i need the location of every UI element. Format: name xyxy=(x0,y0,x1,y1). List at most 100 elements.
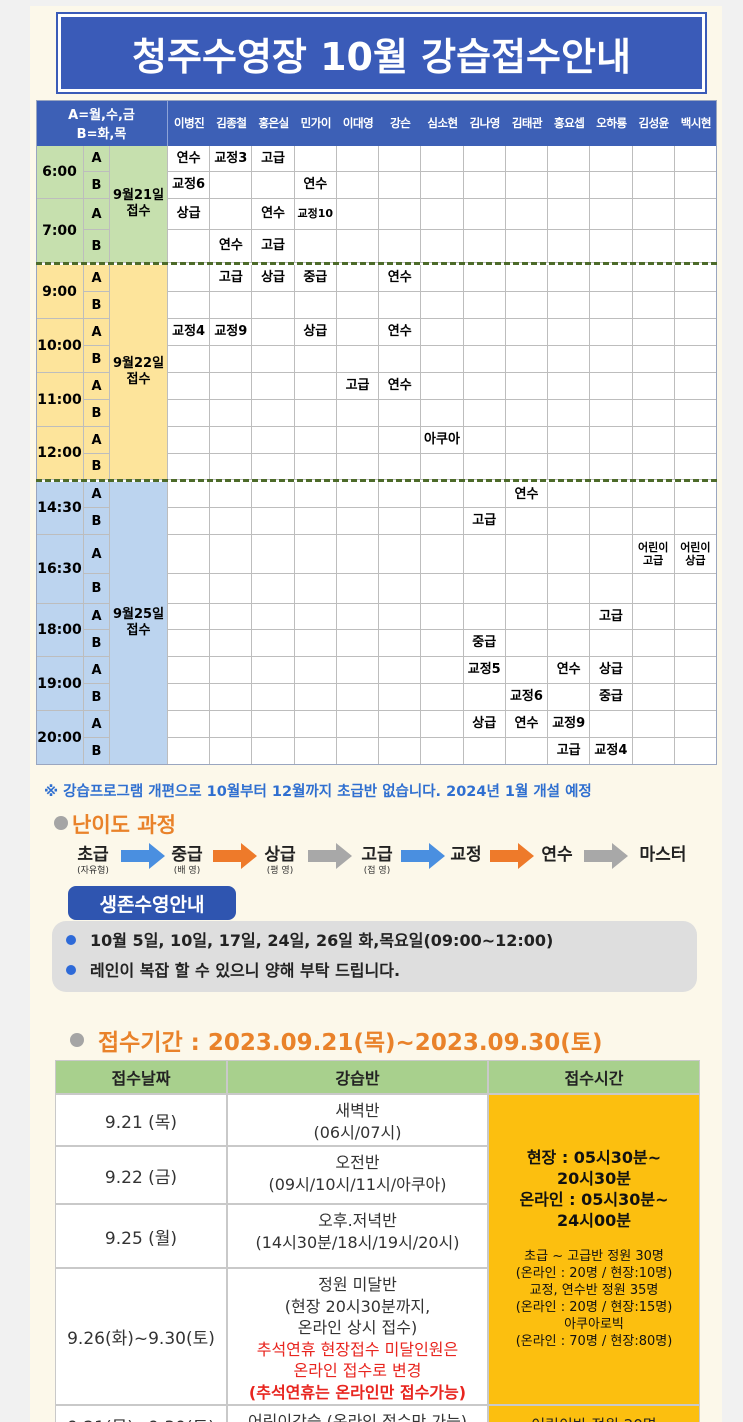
class-line: 어린이강습 (온라인 접수만 가능) xyxy=(247,1412,468,1422)
instructor-name: 민가이 xyxy=(300,116,332,130)
schedule-table: A=월,수,금 B=화,목 이병진 김종철 홍은실 민가이 이대영 강슨 심소현 김나영 김태관 홍요… xyxy=(36,100,717,765)
empty-cell xyxy=(674,146,717,172)
empty-cell xyxy=(674,630,717,657)
empty-cell xyxy=(463,346,506,373)
class-cell: 교정6 xyxy=(168,172,211,199)
class-cell: 교정5 xyxy=(463,657,506,684)
empty-cell xyxy=(294,738,337,765)
empty-cell xyxy=(548,400,591,427)
instructor-name: 이병진 xyxy=(173,116,205,130)
empty-cell xyxy=(168,265,211,292)
reception-date: 9월25일 접수 xyxy=(110,482,168,765)
empty-cell xyxy=(210,292,253,319)
empty-cell xyxy=(336,199,380,230)
empty-cell xyxy=(590,427,633,454)
step-name: 연수 xyxy=(541,845,573,865)
class-line: (09시/10시/11시/아쿠아) xyxy=(268,1174,447,1194)
empty-cell xyxy=(168,535,211,574)
date-cell: 9.22 (금) xyxy=(55,1146,227,1204)
empty-cell xyxy=(674,346,717,373)
empty-cell xyxy=(379,630,422,657)
empty-cell xyxy=(674,292,717,319)
empty-cell xyxy=(505,535,549,574)
empty-cell xyxy=(421,146,464,172)
empty-cell xyxy=(674,508,717,535)
empty-cell xyxy=(379,574,422,604)
empty-cell xyxy=(252,482,295,508)
empty-cell xyxy=(168,738,211,765)
empty-cell xyxy=(210,400,253,427)
empty-cell xyxy=(632,146,675,172)
empty-cell xyxy=(463,400,506,427)
empty-cell xyxy=(505,738,549,765)
step-name: 고급 xyxy=(361,845,393,865)
empty-cell xyxy=(294,630,337,657)
empty-cell xyxy=(336,604,380,630)
empty-cell xyxy=(590,292,633,319)
empty-cell xyxy=(421,292,464,319)
empty-cell xyxy=(210,574,253,604)
empty-cell xyxy=(505,604,549,630)
empty-cell xyxy=(252,535,295,574)
bullet xyxy=(66,935,76,945)
class-cell: 상급 xyxy=(252,265,295,292)
empty-cell xyxy=(252,346,295,373)
empty-cell xyxy=(463,199,506,230)
empty-cell xyxy=(674,373,717,400)
empty-cell xyxy=(421,535,464,574)
date-cell: 9.25 (월) xyxy=(55,1204,227,1268)
empty-cell xyxy=(168,684,211,711)
class-cell: 새벽반 (06시/07시) xyxy=(227,1094,488,1146)
empty-cell xyxy=(590,535,633,574)
empty-cell xyxy=(379,427,422,454)
step-name: 마스터 xyxy=(639,845,687,865)
empty-cell xyxy=(421,230,464,263)
difficulty-title: 난이도 과정 xyxy=(72,813,176,837)
empty-cell xyxy=(379,657,422,684)
empty-cell xyxy=(674,738,717,765)
empty-cell xyxy=(505,454,549,480)
class-cell: 연수 xyxy=(379,265,422,292)
empty-cell xyxy=(463,738,506,765)
ab-label: A xyxy=(84,657,110,684)
time-label: 6:00 xyxy=(36,146,84,199)
empty-cell xyxy=(336,482,380,508)
time-label: 20:00 xyxy=(36,711,84,765)
notice: ※ 강습프로그램 개편으로 10월부터 12월까지 초급반 없습니다. 2024… xyxy=(44,784,592,800)
survival-title: 생존수영안내 xyxy=(68,886,236,920)
empty-cell xyxy=(336,172,380,199)
empty-cell xyxy=(294,146,337,172)
empty-cell xyxy=(548,199,591,230)
time-cell: 어린이반 정원 20명 xyxy=(488,1405,700,1422)
empty-cell xyxy=(379,508,422,535)
empty-cell xyxy=(379,604,422,630)
empty-cell xyxy=(632,630,675,657)
empty-cell xyxy=(463,373,506,400)
empty-cell xyxy=(336,711,380,738)
empty-cell xyxy=(421,454,464,480)
empty-cell xyxy=(548,508,591,535)
empty-cell xyxy=(294,535,337,574)
ab-label: A xyxy=(84,711,110,738)
empty-cell xyxy=(590,146,633,172)
empty-cell xyxy=(379,146,422,172)
empty-cell xyxy=(294,427,337,454)
empty-cell xyxy=(379,738,422,765)
time-detail-line: (온라인 : 20명 / 현장:10명) xyxy=(515,1266,673,1282)
class-cell: 교정4 xyxy=(168,319,211,346)
empty-cell xyxy=(294,292,337,319)
empty-cell xyxy=(379,684,422,711)
class-line: 새벽반 xyxy=(335,1101,380,1120)
empty-cell xyxy=(674,574,717,604)
empty-cell xyxy=(674,265,717,292)
empty-cell xyxy=(463,265,506,292)
empty-cell xyxy=(590,230,633,263)
class-line: 정원 미달반 xyxy=(318,1275,397,1294)
empty-cell xyxy=(168,427,211,454)
empty-cell xyxy=(463,535,506,574)
step-sub: (자유형) xyxy=(77,866,109,876)
empty-cell xyxy=(632,400,675,427)
empty-cell xyxy=(252,711,295,738)
time-label: 7:00 xyxy=(36,199,84,263)
instructor-name: 김종철 xyxy=(216,116,247,130)
